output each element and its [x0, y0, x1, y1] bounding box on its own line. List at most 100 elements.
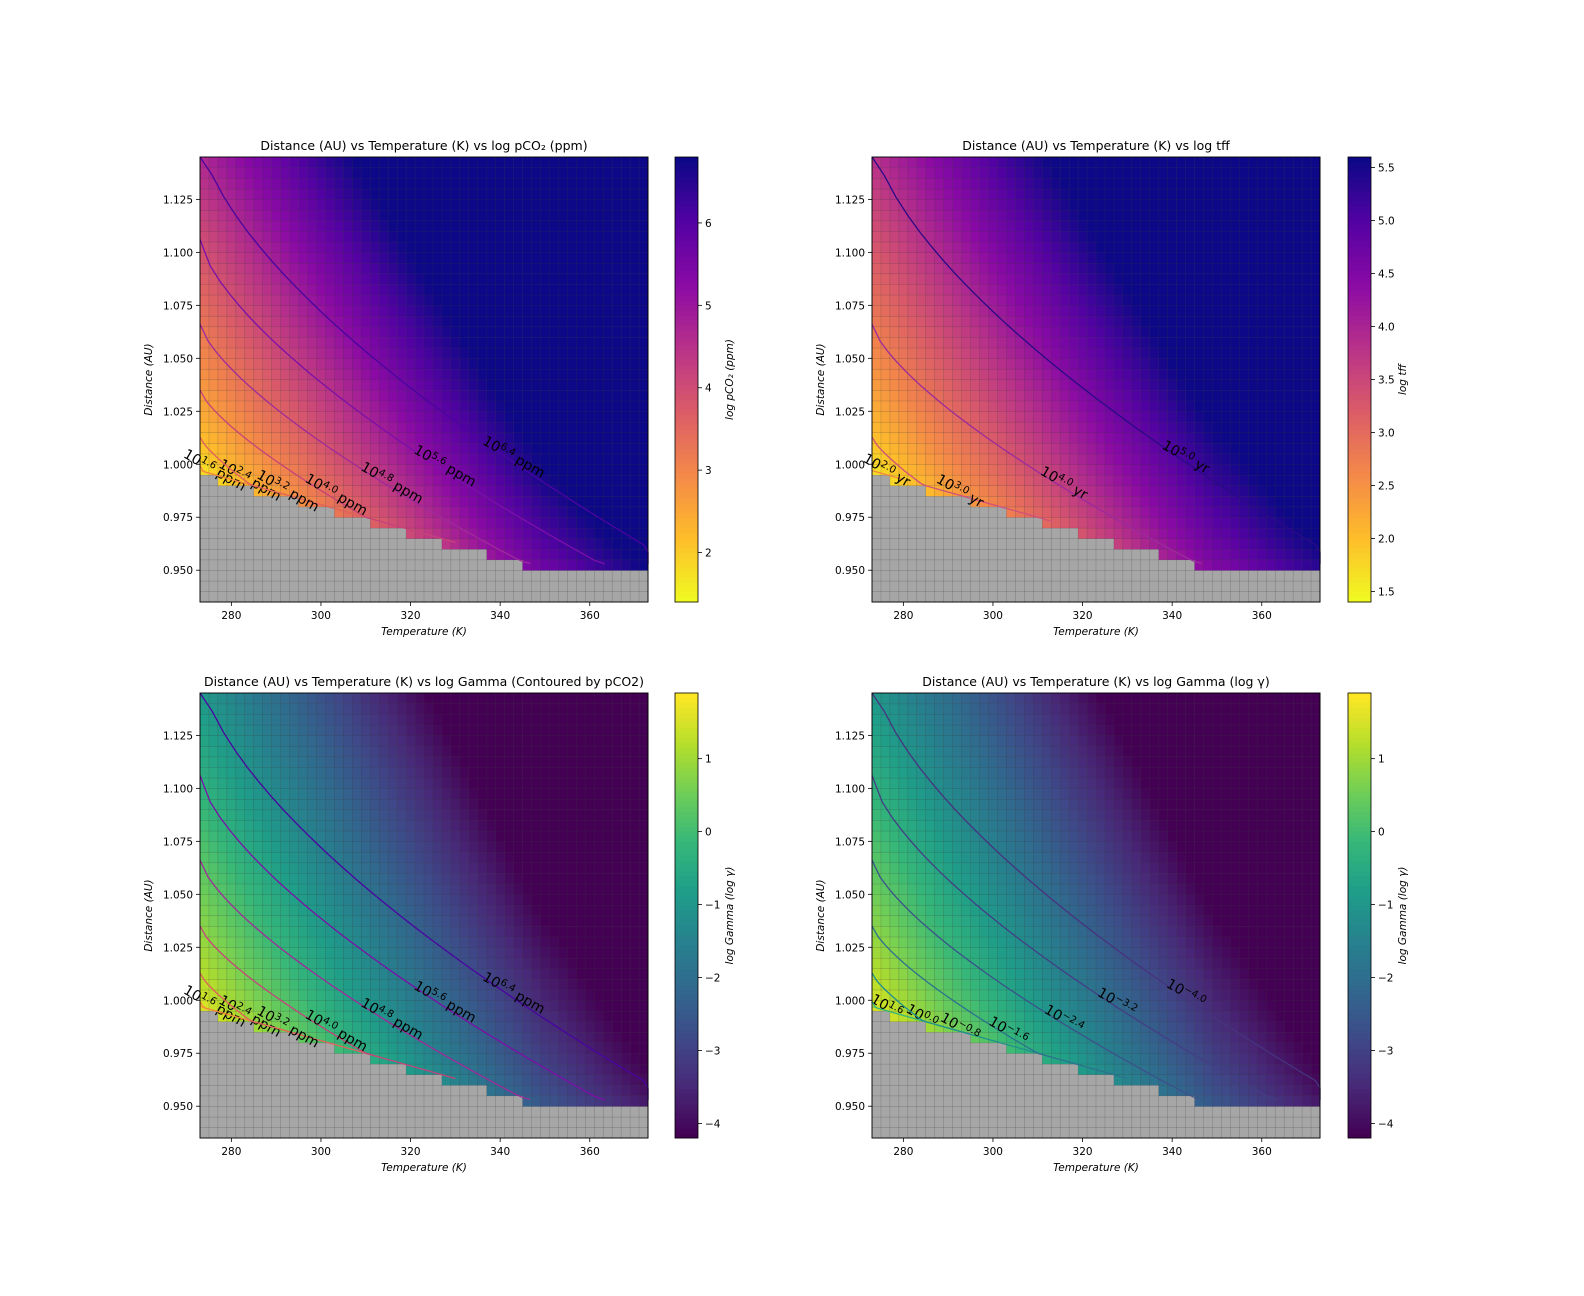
heatmap-cell [1041, 453, 1052, 465]
heatmap-cell [262, 713, 273, 726]
heatmap-cell [1310, 294, 1321, 306]
heatmap-cell [235, 315, 246, 328]
heatmap-cell [450, 400, 461, 412]
heatmap-cell [1104, 167, 1115, 179]
heatmap-cell [620, 294, 631, 306]
heatmap-cell [970, 336, 981, 349]
heatmap-cell [1274, 315, 1285, 328]
heatmap-cell [262, 421, 273, 434]
heatmap-cell [271, 1074, 282, 1086]
heatmap-cell [1248, 177, 1258, 190]
heatmap-cell [540, 188, 550, 200]
heatmap-cell [898, 347, 909, 359]
heatmap-cell [253, 1031, 264, 1044]
contour-line [871, 156, 1321, 564]
heatmap-cell [1015, 315, 1025, 328]
heatmap-cell [1239, 283, 1249, 296]
heatmap-cell [298, 777, 309, 789]
colorbar-band [1348, 547, 1371, 553]
heatmap-cell [602, 230, 613, 243]
heatmap-cell [1050, 591, 1061, 603]
heatmap-cell [1257, 220, 1267, 232]
heatmap-cell [199, 548, 210, 561]
heatmap-cell [459, 294, 470, 306]
heatmap-cell [361, 326, 371, 338]
heatmap-cell [1248, 548, 1258, 561]
heatmap-cell [1122, 167, 1133, 179]
heatmap-cell [289, 766, 300, 779]
heatmap-cell [1176, 527, 1187, 539]
heatmap-cell [934, 495, 945, 508]
heatmap-cell [549, 230, 559, 243]
heatmap-cell [253, 548, 264, 561]
heatmap-cell [1041, 209, 1052, 222]
heatmap-cell [298, 1105, 309, 1118]
heatmap-cell [540, 358, 550, 370]
heatmap-cell [378, 559, 389, 571]
heatmap-cell [593, 474, 604, 487]
heatmap-cell [629, 294, 640, 306]
heatmap-cell [226, 569, 237, 582]
heatmap-cell [423, 421, 434, 434]
heatmap-cell [352, 188, 362, 200]
heatmap-cell [1033, 305, 1043, 317]
heatmap-cell [244, 841, 255, 853]
heatmap-cell [1059, 326, 1070, 338]
heatmap-cell [1113, 591, 1124, 603]
heatmap-cell [1221, 336, 1231, 349]
heatmap-cell [217, 1021, 228, 1033]
heatmap-cell [1167, 283, 1178, 296]
heatmap-cell [244, 241, 255, 253]
heatmap-cell [952, 336, 963, 349]
heatmap-cell [235, 241, 246, 253]
chart-title: Distance (AU) vs Temperature (K) vs log … [962, 138, 1230, 153]
heatmap-cell [217, 1127, 228, 1139]
heatmap-cell [611, 485, 622, 497]
heatmap-cell [361, 569, 371, 582]
heatmap-cell [1158, 495, 1169, 508]
heatmap-cell [423, 167, 434, 179]
heatmap-cell [378, 538, 389, 550]
heatmap-cell [1185, 347, 1196, 359]
colorbar-band [675, 582, 698, 588]
heatmap-cell [952, 538, 963, 550]
heatmap-cell [298, 188, 309, 200]
colorbar-band [675, 394, 698, 400]
heatmap-cell [378, 379, 389, 391]
heatmap-cell [1158, 241, 1169, 253]
heatmap-cell [558, 326, 568, 338]
heatmap-cell [1176, 220, 1187, 232]
heatmap-cell [1221, 199, 1231, 211]
heatmap-cell [558, 411, 568, 423]
heatmap-cell [387, 156, 398, 169]
heatmap-cell [943, 305, 954, 317]
heatmap-cell [1059, 421, 1070, 434]
heatmap-cell [387, 516, 398, 529]
heatmap-cell [1292, 241, 1303, 253]
heatmap-cell [531, 432, 542, 444]
heatmap-cell [1024, 273, 1034, 285]
heatmap-cell [343, 464, 353, 476]
heatmap-cell [208, 230, 219, 243]
heatmap-cell [1203, 506, 1214, 518]
heatmap-cell [414, 209, 425, 222]
heatmap-cell [1212, 188, 1222, 200]
heatmap-cell [253, 167, 264, 179]
heatmap-cell [576, 230, 586, 243]
heatmap-cell [1248, 464, 1258, 476]
heatmap-cell [531, 421, 542, 434]
heatmap-cell [889, 432, 900, 444]
heatmap-cell [638, 559, 649, 571]
heatmap-cell [271, 538, 282, 550]
contour-line [199, 323, 531, 565]
heatmap-cell [1104, 273, 1115, 285]
heatmap-cell [1274, 368, 1285, 381]
heatmap-cell [1086, 347, 1097, 359]
heatmap-cell [620, 230, 631, 243]
heatmap-cell [1274, 167, 1285, 179]
heatmap-cell [378, 527, 389, 539]
heatmap-cell [432, 283, 443, 296]
heatmap-cell [611, 315, 622, 328]
heatmap-cell [988, 294, 998, 306]
colorbar-band [1348, 226, 1371, 232]
